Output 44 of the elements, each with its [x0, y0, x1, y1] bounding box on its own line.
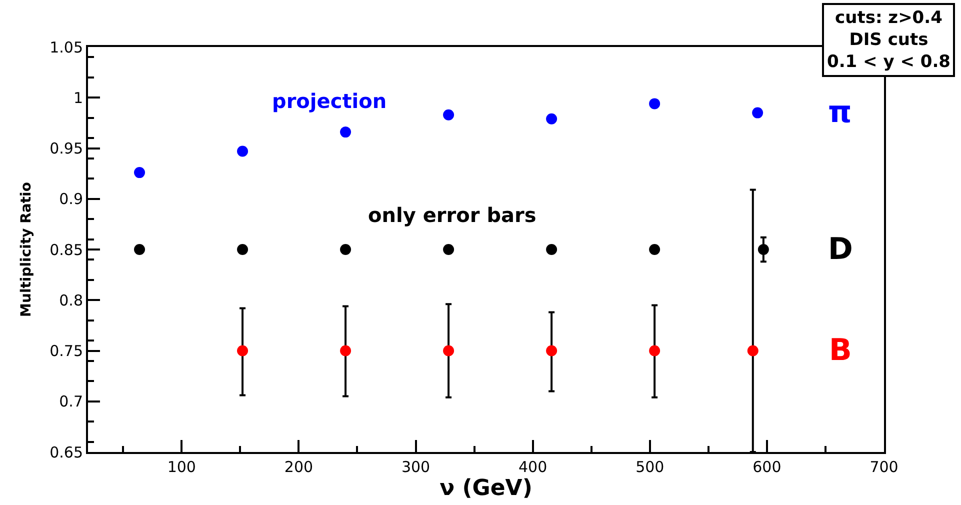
series-label: D	[828, 232, 853, 267]
x-tick-label: 300	[401, 458, 430, 476]
y-tick-label: 1	[73, 88, 83, 107]
y-tick-label: 0.9	[59, 190, 83, 208]
point	[134, 167, 146, 178]
x-tick-label: 100	[167, 458, 196, 476]
x-axis-title: ν (GeV)	[440, 476, 532, 501]
y-tick-label: 0.75	[50, 342, 83, 360]
point	[134, 244, 146, 255]
text: π	[828, 95, 852, 130]
point	[340, 126, 352, 138]
y-tick-label: 0.95	[50, 140, 83, 158]
point	[752, 107, 764, 118]
x-tick-label: 500	[636, 458, 664, 476]
y-tick-label: 0.7	[59, 392, 83, 411]
point	[546, 345, 558, 356]
point	[340, 244, 352, 255]
point	[443, 244, 454, 255]
point	[758, 244, 769, 255]
point	[546, 244, 558, 255]
x-tick-label: 600	[752, 458, 782, 476]
x-tick-label: 400	[518, 458, 548, 476]
y-tick-label: 0.65	[50, 443, 83, 462]
x-tick-label: 200	[284, 458, 314, 476]
text: B	[829, 333, 852, 368]
point	[237, 345, 248, 356]
point	[237, 244, 248, 255]
y-axis-title: Multiplicity Ratio	[18, 182, 35, 317]
point	[340, 345, 352, 356]
point	[649, 244, 660, 255]
point	[443, 109, 454, 120]
point	[546, 113, 558, 124]
annotation: projection	[272, 89, 387, 113]
annotation: only error bars	[368, 203, 536, 227]
y-tick-label: 0.8	[59, 291, 83, 310]
y-tick-label: 0.85	[50, 240, 83, 259]
annotation: cuts: z>0.4 DIS cuts 0.1 < y < 0.8	[827, 8, 950, 72]
point	[237, 146, 248, 157]
x-tick-label: 700	[870, 458, 898, 476]
point	[443, 345, 454, 356]
point	[747, 345, 758, 356]
y-tick-label: 1.05	[50, 38, 83, 56]
point	[649, 98, 660, 110]
point	[649, 345, 660, 356]
